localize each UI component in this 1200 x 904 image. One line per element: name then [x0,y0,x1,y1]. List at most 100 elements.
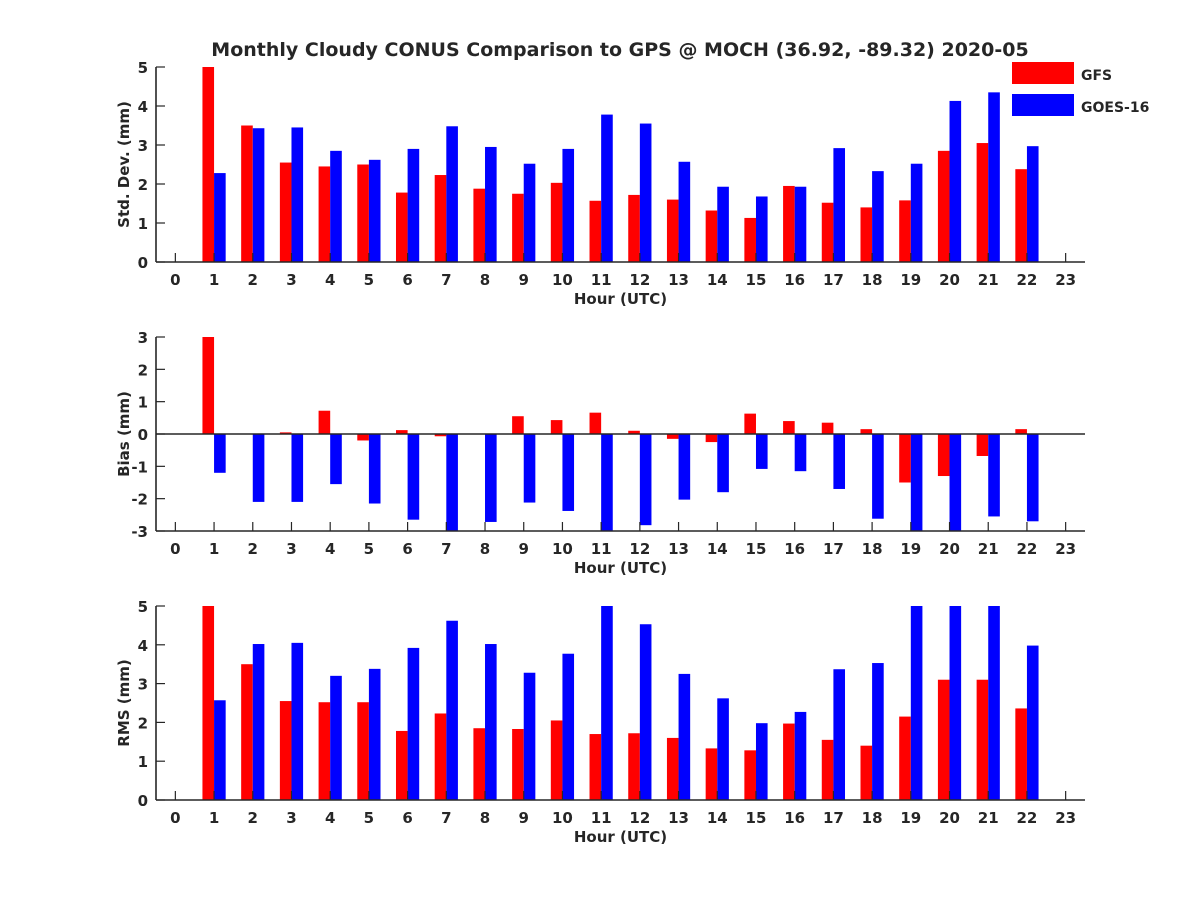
std-dev-y-axis-label: Std. Dev. (mm) [115,101,133,228]
bias-x-tick-label: 2 [248,540,258,558]
rms-x-tick-label: 16 [784,809,805,827]
std-dev-x-tick-label: 6 [402,271,412,289]
bias-bar-gfs-h14 [705,434,718,443]
rms-x-tick-label: 4 [325,809,335,827]
bias-bar-gfs-h17 [821,422,834,434]
std-dev-panel: 0 1 2 3 4 5 6 7 8 9 10 11 12 13 14 15 16 17 18 19 20 21 22 2301… [115,59,1085,308]
bias-bar-gfs-h5 [357,434,369,441]
rms-x-tick-label: 5 [364,809,374,827]
std-dev-y-tick-label: 0 [138,254,148,272]
rms-bar-gfs-h8 [473,728,486,800]
rms-x-tick-label: 1 [209,809,219,827]
bias-x-tick-label: 17 [823,540,844,558]
std-dev-bar-goes-h5 [368,159,381,262]
rms-bar-goes-h10 [562,653,575,800]
bias-y-tick-label: 2 [138,361,148,379]
bias-x-tick-label: 7 [441,540,451,558]
rms-bar-goes-h11 [601,606,613,800]
rms-bar-goes-h15 [755,723,768,800]
bias-bar-gfs-h1 [202,337,215,434]
bias-bar-gfs-h16 [783,421,795,434]
bias-bar-goes-h8 [485,434,497,522]
rms-panel: 0 1 2 3 4 5 6 7 8 9 10 11 12 13 14 15 16 17 18 19 20 21 22 2301… [115,598,1085,846]
bias-bar-goes-h9 [523,434,536,503]
std-dev-bar-goes-h7 [446,126,458,262]
bias-bar-gfs-h4 [318,410,331,434]
std-dev-y-tick-label: 3 [138,137,148,155]
std-dev-x-tick-label: 12 [629,271,650,289]
std-dev-bar-gfs-h8 [473,188,486,262]
std-dev-bar-goes-h21 [988,92,1000,262]
std-dev-bar-gfs-h17 [821,202,834,262]
rms-x-tick-label: 17 [823,809,844,827]
std-dev-x-tick-label: 23 [1055,271,1076,289]
std-dev-bar-goes-h22 [1026,146,1039,262]
rms-bar-goes-h2 [252,644,265,800]
bias-x-tick-label: 18 [862,540,883,558]
std-dev-bar-goes-h13 [678,161,691,262]
bias-bar-gfs-h9 [512,416,524,434]
bias-bar-gfs-h22 [1015,429,1027,434]
bias-bar-gfs-h11 [589,412,602,434]
bias-bar-goes-h12 [639,434,652,526]
std-dev-x-tick-label: 22 [1017,271,1038,289]
rms-bar-goes-h1 [214,700,226,800]
bias-x-tick-label: 12 [629,540,650,558]
rms-x-tick-label: 10 [552,809,573,827]
std-dev-bar-gfs-h4 [318,166,331,262]
rms-bar-goes-h22 [1026,645,1039,800]
std-dev-x-tick-label: 4 [325,271,335,289]
bias-y-tick-label: 3 [138,329,148,347]
bias-x-tick-label: 0 [170,540,180,558]
rms-bar-gfs-h5 [357,702,369,800]
rms-bar-gfs-h10 [550,720,563,800]
std-dev-bar-gfs-h21 [976,143,989,262]
rms-bar-goes-h13 [678,673,691,800]
bias-bar-goes-h7 [446,434,458,531]
bias-x-tick-label: 19 [900,540,921,558]
rms-x-tick-label: 18 [862,809,883,827]
rms-bar-gfs-h13 [666,737,679,800]
std-dev-bar-goes-h10 [562,148,575,262]
bias-bar-gfs-h13 [666,434,679,439]
std-dev-bar-goes-h14 [717,186,729,262]
rms-bar-gfs-h1 [202,606,215,800]
bias-x-tick-label: 5 [364,540,374,558]
std-dev-bar-goes-h3 [291,127,304,262]
std-dev-x-tick-label: 0 [170,271,180,289]
std-dev-bar-gfs-h20 [937,150,950,262]
rms-x-tick-label: 19 [900,809,921,827]
std-dev-x-tick-label: 21 [978,271,999,289]
std-dev-bar-goes-h2 [252,128,265,262]
std-dev-bar-goes-h15 [755,196,768,262]
rms-x-tick-label: 9 [519,809,529,827]
std-dev-bar-gfs-h6 [395,192,408,262]
std-dev-y-tick-label: 2 [138,176,148,194]
rms-x-tick-label: 11 [591,809,612,827]
rms-bar-gfs-h9 [512,729,524,800]
std-dev-y-tick-label: 5 [138,59,148,77]
bias-bar-gfs-h7 [434,434,447,437]
std-dev-bar-gfs-h15 [744,217,756,262]
std-dev-bar-goes-h8 [485,146,497,262]
std-dev-bar-gfs-h9 [512,193,524,262]
std-dev-x-tick-label: 5 [364,271,374,289]
bias-bar-gfs-h6 [395,430,408,434]
bias-bar-goes-h22 [1026,434,1039,522]
bias-x-tick-label: 6 [402,540,412,558]
rms-y-tick-label: 5 [138,598,148,616]
bias-y-tick-label: -1 [131,458,148,476]
rms-bar-gfs-h12 [628,733,640,800]
bias-x-tick-label: 22 [1017,540,1038,558]
rms-x-tick-label: 13 [668,809,689,827]
std-dev-x-tick-label: 14 [707,271,728,289]
bias-bar-goes-h6 [407,434,420,520]
rms-bar-gfs-h3 [279,701,292,800]
std-dev-x-tick-label: 2 [248,271,258,289]
rms-bar-goes-h18 [872,663,884,800]
rms-x-tick-label: 21 [978,809,999,827]
rms-bar-goes-h14 [717,698,729,800]
bias-y-tick-label: -3 [131,523,148,541]
std-dev-x-tick-label: 13 [668,271,689,289]
rms-y-tick-label: 0 [138,792,148,810]
